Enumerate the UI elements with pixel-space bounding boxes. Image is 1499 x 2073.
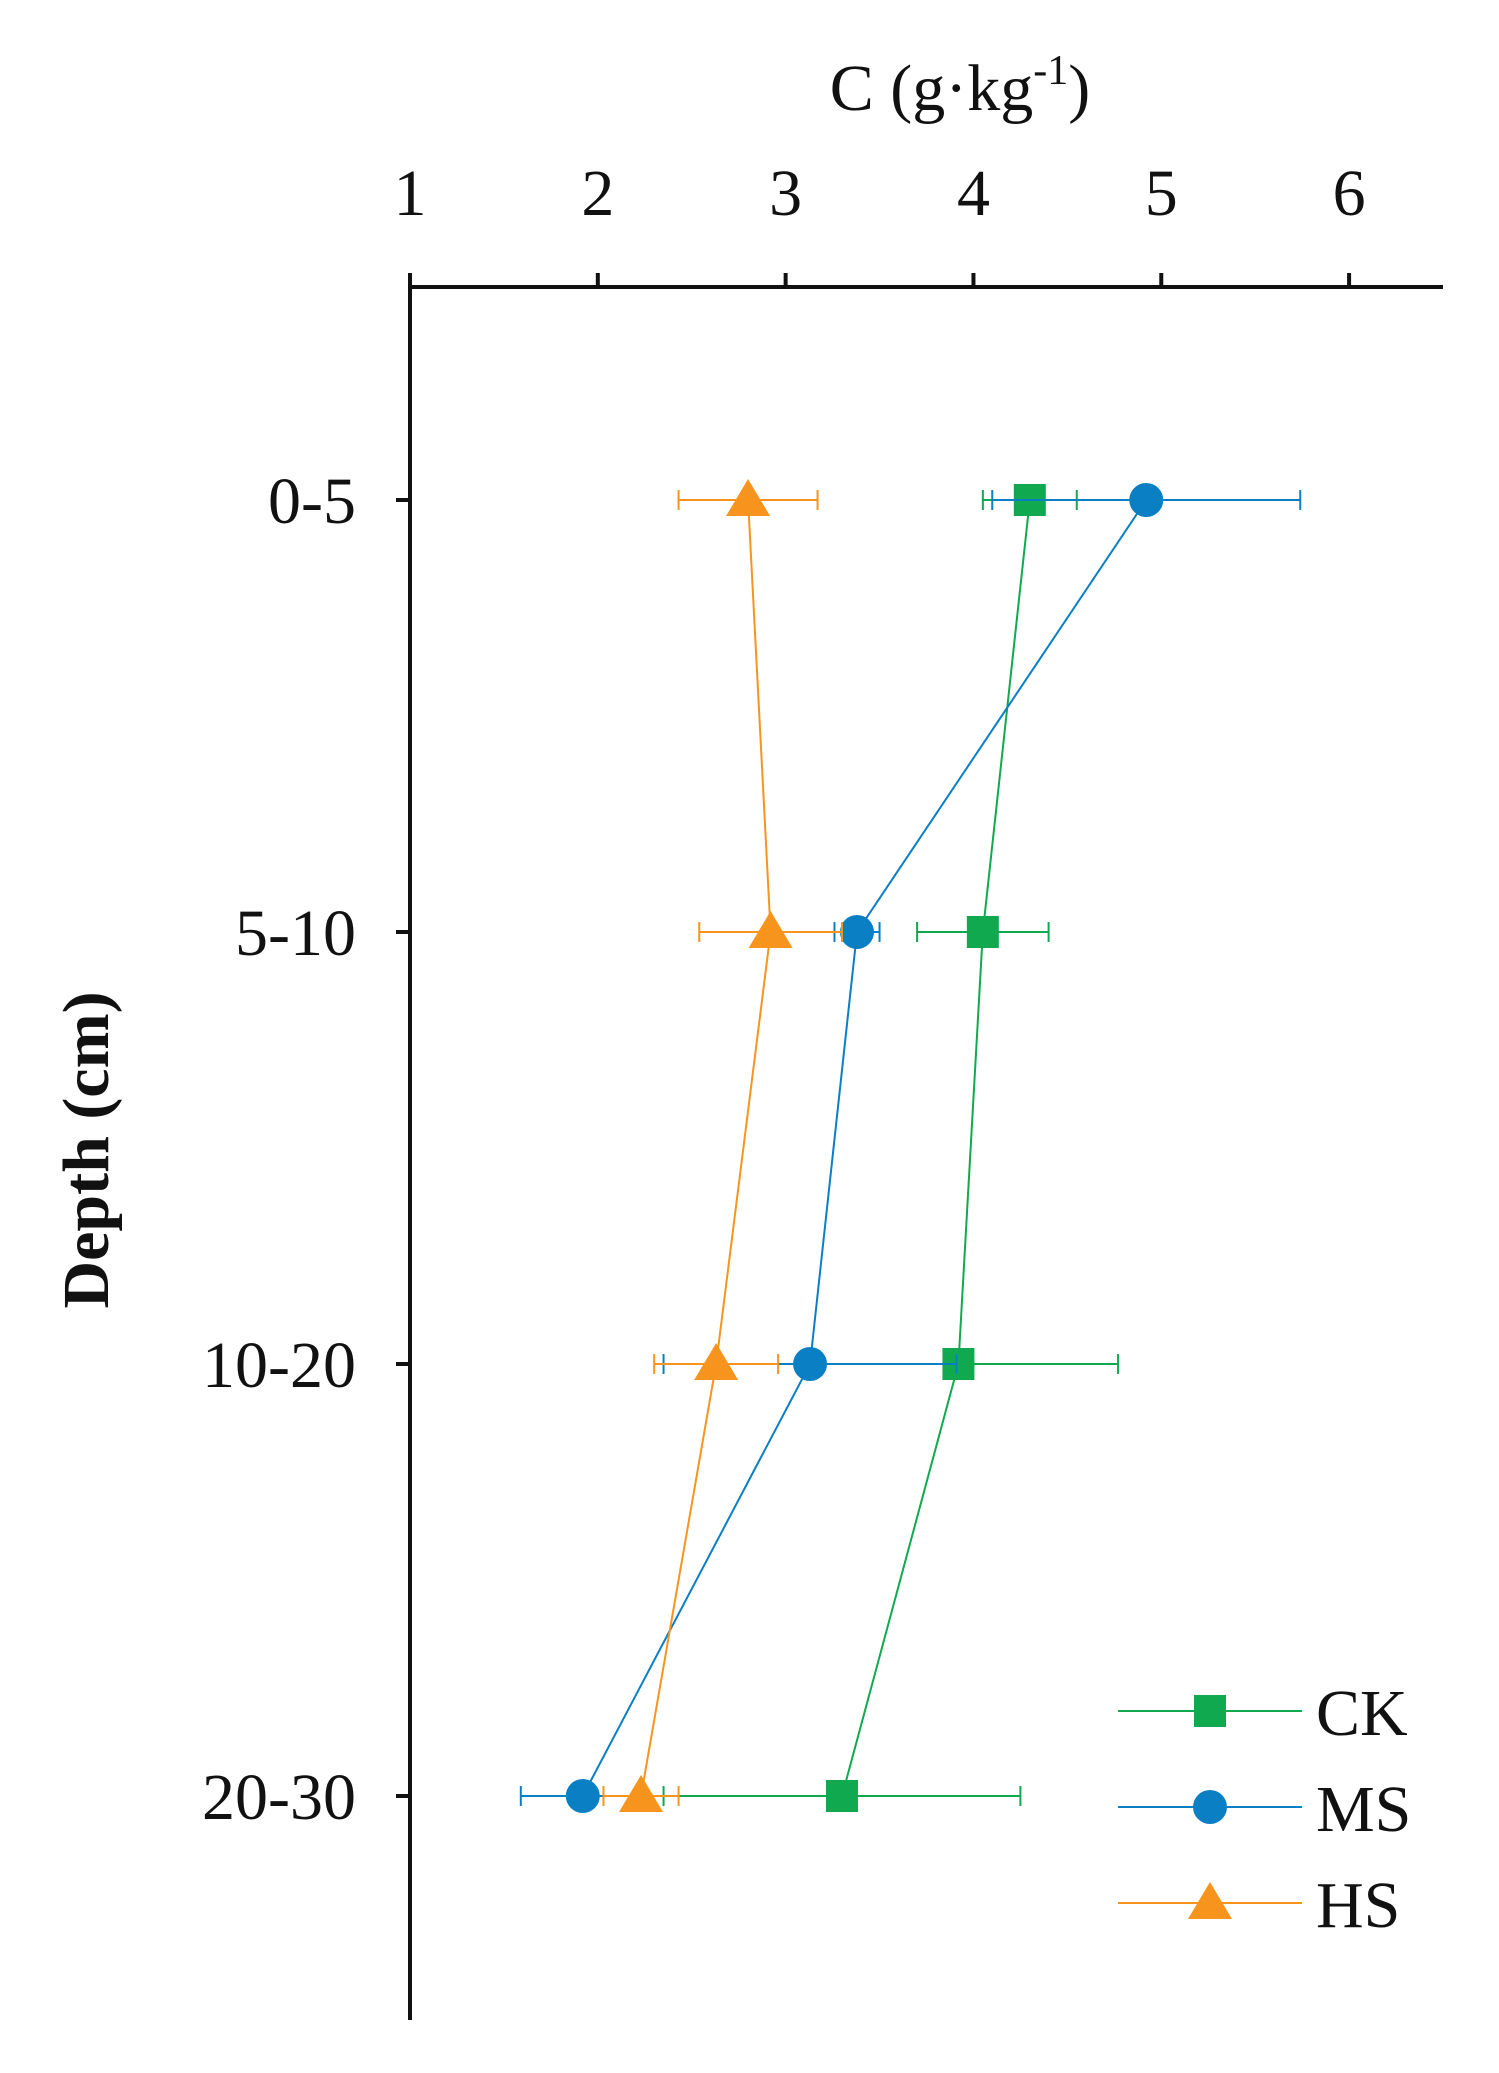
data-point-hs xyxy=(694,1343,739,1380)
legend-item-ck: CK xyxy=(1118,1677,1408,1750)
series-hs xyxy=(602,479,843,1812)
legend: CK MS HS xyxy=(1118,1677,1411,1942)
data-point-ms xyxy=(1129,483,1164,517)
legend-marker-hs xyxy=(1188,1882,1232,1919)
x-tick-label: 4 xyxy=(957,157,990,230)
legend-item-hs: HS xyxy=(1118,1869,1400,1942)
data-point-hs xyxy=(619,1775,664,1812)
axes: 1 2 3 4 5 6 0-5 5-10 10-20 20-30 xyxy=(202,157,1443,2020)
legend-marker-ck xyxy=(1194,1695,1226,1727)
legend-label-hs: HS xyxy=(1316,1869,1400,1942)
data-point-hs xyxy=(748,911,793,948)
data-point-ms xyxy=(793,1347,828,1381)
series-layer xyxy=(519,479,1302,1813)
data-point-ms xyxy=(565,1779,600,1813)
x-tick-label: 2 xyxy=(581,157,614,230)
y-tick-label: 0-5 xyxy=(268,465,356,538)
x-axis-label-superscript: -1 xyxy=(1033,48,1068,94)
series-line-ms xyxy=(581,499,1148,1797)
x-axis-label-suffix: ) xyxy=(1068,52,1090,125)
x-axis-label: C (g·kg-1) xyxy=(830,48,1090,125)
x-tick-label: 1 xyxy=(394,157,427,230)
legend-label-ck: CK xyxy=(1316,1677,1408,1750)
y-axis-label: Depth (cm) xyxy=(50,991,123,1308)
data-point-ms xyxy=(840,915,875,949)
x-tick-label: 5 xyxy=(1145,157,1178,230)
data-point-ck xyxy=(966,916,999,948)
y-tick-label: 10-20 xyxy=(202,1329,356,1402)
data-point-hs xyxy=(726,479,771,516)
x-tick-label: 3 xyxy=(769,157,802,230)
data-point-ck xyxy=(825,1780,858,1812)
legend-label-ms: MS xyxy=(1316,1773,1411,1846)
series-line-ck xyxy=(841,499,1031,1797)
series-ms xyxy=(519,483,1302,1813)
legend-item-ms: MS xyxy=(1118,1773,1411,1846)
y-tick-label: 20-30 xyxy=(202,1761,356,1834)
series-ck xyxy=(662,484,1120,1812)
legend-marker-ms xyxy=(1193,1790,1227,1824)
series-line-hs xyxy=(640,499,772,1797)
x-tick-label: 6 xyxy=(1333,157,1366,230)
y-tick-label: 5-10 xyxy=(235,897,356,970)
